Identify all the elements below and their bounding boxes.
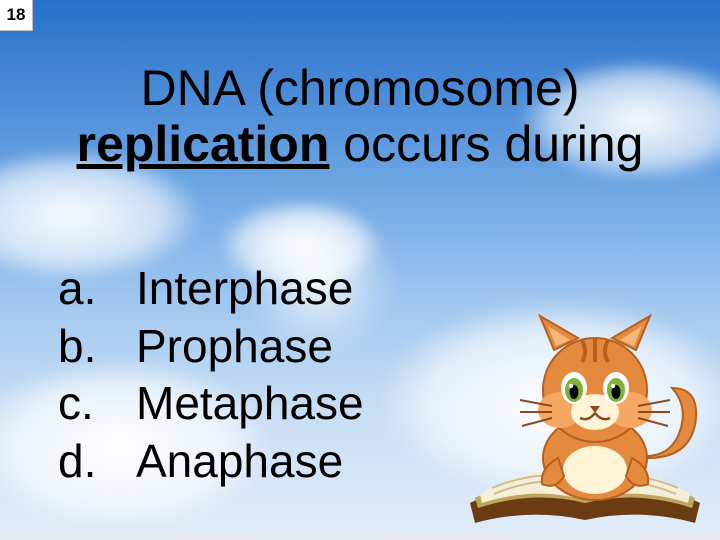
answer-option[interactable]: c. Metaphase [58, 375, 364, 433]
slide-stage: 18 DNA (chromosome) replication occurs d… [0, 0, 720, 540]
answer-letter: d. [58, 433, 136, 491]
cat-on-book-illustration [460, 308, 710, 538]
answer-list: a. Interphase b. Prophase c. Metaphase d… [58, 260, 364, 490]
answer-text: Metaphase [136, 375, 364, 433]
slide-number: 18 [7, 5, 26, 25]
answer-option[interactable]: d. Anaphase [58, 433, 364, 491]
question-text: DNA (chromosome) replication occurs duri… [50, 60, 670, 172]
answer-text: Interphase [136, 260, 353, 318]
question-line1: DNA (chromosome) [141, 60, 580, 116]
question-underlined-word: replication [77, 116, 330, 172]
cat-belly [563, 446, 627, 494]
cat-tail [640, 388, 696, 458]
answer-letter: c. [58, 375, 136, 433]
cat-svg [460, 308, 710, 538]
answer-letter: b. [58, 318, 136, 376]
answer-option[interactable]: a. Interphase [58, 260, 364, 318]
cat-head [520, 316, 670, 442]
slide-number-badge: 18 [0, 0, 33, 31]
answer-option[interactable]: b. Prophase [58, 318, 364, 376]
question-line2-suffix: occurs during [329, 116, 643, 172]
answer-letter: a. [58, 260, 136, 318]
bottom-gloss [0, 522, 720, 540]
answer-text: Prophase [136, 318, 333, 376]
answer-text: Anaphase [136, 433, 343, 491]
